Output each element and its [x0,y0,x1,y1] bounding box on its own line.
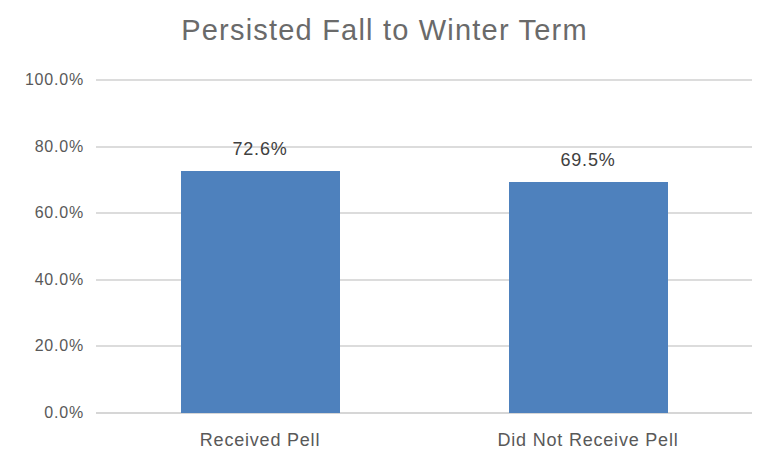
bar-0 [181,171,340,413]
bar-1 [509,182,668,413]
chart-title: Persisted Fall to Winter Term [0,14,769,47]
y-axis-tick-label: 40.0% [0,270,84,290]
y-axis-tick-label: 0.0% [0,403,84,423]
y-axis-tick-label: 60.0% [0,203,84,223]
x-axis-category-label: Did Not Receive Pell [497,430,678,451]
gridline-80 [96,146,752,148]
bar-value-label: 72.6% [232,139,287,160]
x-axis-category-label: Received Pell [200,430,320,451]
y-axis-tick-label: 20.0% [0,336,84,356]
bar-value-label: 69.5% [560,150,615,171]
bar-chart: Persisted Fall to Winter Term 72.6% 69.5%… [0,0,769,465]
y-axis-tick-label: 100.0% [0,70,84,90]
gridline-100 [96,79,752,81]
y-axis-tick-label: 80.0% [0,137,84,157]
plot-area: 72.6% 69.5% [96,80,752,413]
